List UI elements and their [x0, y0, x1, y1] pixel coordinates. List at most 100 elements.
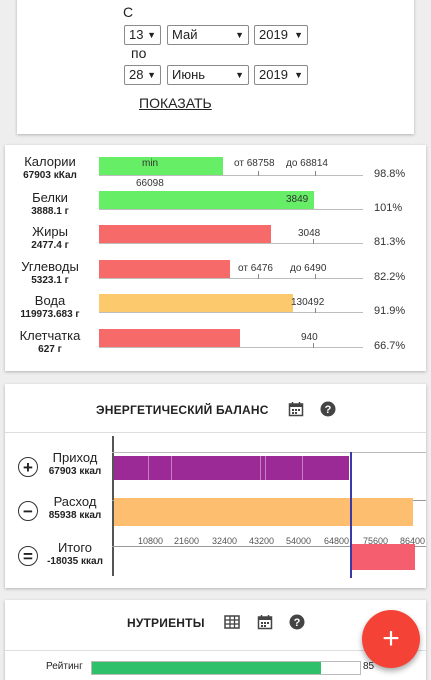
show-button[interactable]: ПОКАЗАТЬ	[139, 95, 212, 111]
axis-tick-label: 21600	[174, 536, 200, 546]
energy-balance-card: ЭНЕРГЕТИЧЕСКИЙ БАЛАНС ? + Приход 67903 к…	[5, 384, 426, 588]
nutrient-percent: 101%	[374, 202, 403, 214]
divider	[5, 650, 426, 651]
nutrient-bar	[99, 329, 240, 347]
chevron-down-icon: ▼	[294, 30, 303, 40]
svg-text:?: ?	[294, 617, 301, 629]
y-axis	[112, 436, 114, 576]
add-income-button[interactable]: +	[18, 457, 38, 477]
scale-line	[99, 243, 363, 244]
scale-line	[99, 347, 363, 348]
nutrient-percent: 91.9%	[374, 305, 406, 317]
bar-label: 3048	[298, 228, 321, 239]
section-title: ЭНЕРГЕТИЧЕСКИЙ БАЛАНС	[96, 403, 269, 417]
svg-text:?: ?	[325, 404, 332, 416]
bar-separator	[265, 456, 266, 480]
scale-tick	[315, 171, 316, 176]
axis-tick-label: 86400	[400, 536, 426, 546]
nutrient-percent: 98.8%	[374, 168, 406, 180]
bar-separator	[260, 456, 261, 480]
bar-label: min	[142, 158, 159, 169]
scale-line	[99, 278, 363, 279]
nutrient-bar	[99, 294, 293, 312]
nutrient-row: Углеводы 5323.1 г от 6476 до 6490 82.2%	[5, 260, 426, 290]
nutrient-row: Клетчатка 627 г 940 66.7%	[5, 329, 426, 359]
help-icon[interactable]: ?	[320, 401, 336, 417]
bar-label: 130492	[291, 297, 325, 308]
nutrient-row: Калории 67903 кКал min от 68758 до 68814…	[5, 155, 426, 190]
axis-tick-label: 75600	[363, 536, 389, 546]
chevron-down-icon: ▼	[235, 70, 244, 80]
table-icon[interactable]	[224, 614, 240, 630]
nutrient-percent: 66.7%	[374, 340, 406, 352]
nutrient-row: Жиры 2477.4 г 3048 81.3%	[5, 225, 426, 255]
range-from: от 68758	[234, 158, 275, 169]
income-label: Приход 67903 ккал	[48, 450, 102, 478]
nutrient-value: 3888.1 г	[31, 206, 69, 217]
add-fab-button[interactable]: +	[362, 610, 420, 668]
calendar-icon[interactable]	[288, 401, 304, 417]
range-to: до 6490	[290, 263, 327, 274]
scale-tick	[258, 171, 259, 176]
from-label: С	[123, 4, 134, 20]
nutrient-bar	[99, 260, 230, 278]
range-from: от 6476	[238, 263, 273, 274]
bar-label: 940	[301, 332, 318, 343]
nutrients-card: НУТРИЕНТЫ ? Рейтинг 85	[5, 600, 426, 680]
rating-track	[91, 661, 361, 675]
income-bar	[114, 456, 349, 480]
nutrient-value: 627 г	[38, 344, 62, 355]
scale-tick	[258, 274, 259, 279]
nutrient-row: Белки 3888.1 г 3849 101%	[5, 191, 426, 221]
total-equals-button[interactable]: =	[18, 546, 38, 566]
below-value: 66098	[136, 178, 164, 189]
period-card: С 13 ▼ Май ▼ 2019 ▼ по 28 ▼ Июнь ▼ 2019 ▼ ПОКА…	[17, 0, 414, 134]
nutrient-value: 2477.4 г	[31, 240, 69, 251]
to-day-select[interactable]: 28 ▼	[124, 65, 161, 85]
axis-tick-label: 10800	[138, 536, 164, 546]
nutrient-name: Калории 67903 кКал	[5, 155, 95, 183]
nutrient-name: Белки 3888.1 г	[5, 191, 95, 219]
scale-tick	[315, 274, 316, 279]
nutrient-name: Вода 119973.683 г	[5, 294, 95, 322]
income-marker-line	[350, 452, 352, 578]
section-title: НУТРИЕНТЫ	[127, 616, 205, 630]
rating-value: 85	[363, 661, 375, 672]
nutrient-row: Вода 119973.683 г 130492 91.9%	[5, 294, 426, 324]
help-icon[interactable]: ?	[289, 614, 305, 630]
add-expense-button[interactable]: −	[18, 501, 38, 521]
nutrient-summary-card: Калории 67903 кКал min от 68758 до 68814…	[5, 145, 426, 371]
expense-label: Расход 85938 ккал	[48, 494, 102, 522]
nutrient-name: Углеводы 5323.1 г	[5, 260, 95, 288]
scale-line	[99, 175, 363, 176]
scale-line	[99, 312, 363, 313]
to-label: по	[131, 45, 147, 61]
from-month-select[interactable]: Май ▼	[167, 25, 249, 45]
bar-separator	[171, 456, 172, 480]
axis-tick-label: 54000	[286, 536, 312, 546]
nutrient-value: 119973.683 г	[20, 309, 80, 320]
total-bar	[351, 544, 415, 570]
bar-separator	[302, 456, 303, 480]
bar-separator	[148, 456, 149, 480]
nutrient-name: Жиры 2477.4 г	[5, 225, 95, 253]
rating-label: Рейтинг	[46, 661, 83, 672]
to-year-select[interactable]: 2019 ▼	[254, 65, 308, 85]
scale-line	[99, 209, 363, 210]
nutrient-name: Клетчатка 627 г	[5, 329, 95, 357]
nutrient-bar	[99, 157, 223, 175]
calendar-icon[interactable]	[257, 614, 273, 630]
axis-tick-label: 32400	[212, 536, 238, 546]
from-year-select[interactable]: 2019 ▼	[254, 25, 308, 45]
nutrient-percent: 81.3%	[374, 236, 406, 248]
to-month-select[interactable]: Июнь ▼	[167, 65, 249, 85]
x-axis	[112, 546, 426, 547]
bar-label: 3849	[286, 194, 309, 205]
expense-bar	[114, 498, 413, 526]
chevron-down-icon: ▼	[147, 70, 156, 80]
from-day-select[interactable]: 13 ▼	[124, 25, 161, 45]
chevron-down-icon: ▼	[147, 30, 156, 40]
chevron-down-icon: ▼	[235, 30, 244, 40]
scale-tick	[315, 308, 316, 313]
axis-tick-label: 43200	[249, 536, 275, 546]
